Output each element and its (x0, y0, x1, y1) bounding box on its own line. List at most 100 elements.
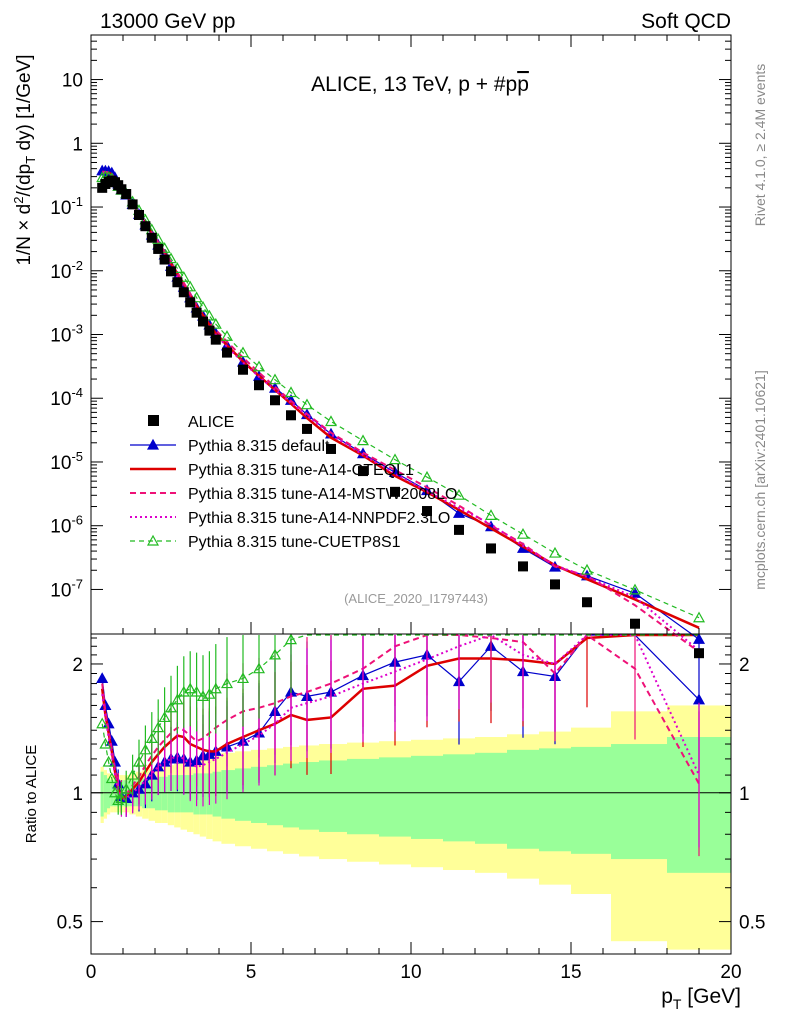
ratio-point (112, 794, 125, 805)
main-point (209, 317, 222, 329)
ratio-y-label: Ratio to ALICE (23, 745, 40, 843)
data-point (121, 189, 132, 200)
ratio-point (115, 792, 128, 804)
legend-label: Pythia 8.315 tune-CUETP8S1 (188, 534, 401, 551)
main-point (184, 280, 197, 292)
band-green (100, 771, 104, 817)
band-green (507, 749, 539, 849)
data-point (486, 543, 496, 554)
band-green (611, 744, 667, 860)
main-line-1 (102, 171, 700, 629)
ratio-tick-label: 2 (72, 655, 83, 676)
x-tick-label: 20 (720, 962, 741, 983)
band-green (212, 771, 222, 817)
band-green (319, 760, 347, 832)
main-point (692, 611, 706, 623)
y-tick-label: 10-7 (50, 576, 83, 601)
band-green (411, 755, 443, 839)
main-point (452, 507, 466, 518)
data-point (172, 277, 183, 288)
data-point (134, 209, 144, 220)
data-point (694, 648, 704, 659)
data-point (254, 380, 264, 391)
data-point (550, 579, 560, 590)
ratio-point (164, 701, 178, 713)
data-point (270, 395, 280, 406)
data-point (127, 199, 138, 210)
main-point (452, 488, 466, 500)
band-green (267, 765, 283, 826)
data-point (153, 243, 164, 254)
legend-label: Pythia 8.315 tune-A14-CTEQL1 (188, 462, 414, 479)
main-point (284, 386, 298, 398)
ratio-point (99, 737, 112, 749)
data-point (191, 307, 202, 318)
legend: ALICE Pythia 8.315 default Pythia 8.315 tu… (130, 414, 457, 551)
band-green (443, 754, 475, 842)
ratio-point (209, 682, 222, 694)
main-point (516, 527, 530, 539)
band-green (161, 776, 168, 811)
ratio-point (120, 782, 133, 794)
ratio-tick-label-right: 2 (739, 655, 750, 676)
data-point (326, 443, 336, 454)
data-point (422, 506, 432, 517)
data-point (185, 297, 196, 308)
ratio-point (96, 672, 109, 684)
legend-marker (146, 438, 160, 450)
band-green (107, 778, 111, 809)
main-point (692, 633, 706, 644)
band-green (299, 762, 319, 830)
ratio-point (139, 743, 152, 755)
main-point (388, 453, 402, 465)
ratio-point (108, 786, 122, 798)
legend-label: ALICE (188, 414, 234, 431)
legend-label: Pythia 8.315 default (188, 438, 330, 455)
data-point (454, 524, 464, 535)
data-point (518, 561, 528, 572)
main-point (300, 398, 314, 410)
ratio-point (268, 648, 282, 660)
ratio-tick-label-right: 1 (739, 784, 750, 805)
main-point (628, 583, 642, 595)
ratio-point (126, 768, 139, 780)
y-tick-label: 1 (72, 134, 83, 155)
data-point (302, 423, 312, 434)
ratio-point (190, 685, 203, 697)
ratio-point (158, 711, 171, 723)
band-green (235, 768, 251, 821)
main-point (420, 470, 434, 482)
x-axis-label: pT [GeV] (661, 985, 741, 1012)
x-tick-label: 15 (560, 962, 581, 983)
main-point (268, 373, 282, 385)
main-point (324, 415, 338, 427)
data-point (390, 486, 400, 497)
band-green (571, 746, 611, 854)
y-tick-label: 10 (62, 71, 83, 92)
data-point (286, 410, 296, 421)
main-line-4 (102, 176, 700, 619)
y-tick-label: 10-5 (50, 449, 83, 474)
band-green (251, 766, 267, 823)
y-tick-label: 10-3 (50, 322, 83, 347)
band-green (221, 770, 235, 819)
ratio-point (236, 672, 250, 684)
legend-marker (146, 534, 160, 546)
y-tick-label: 10-6 (50, 513, 83, 538)
main-point (580, 563, 594, 575)
data-point (238, 364, 248, 375)
main-point (484, 509, 498, 520)
main-curves (96, 164, 706, 653)
ratio-point (171, 693, 184, 705)
ratio-point (96, 717, 109, 729)
band-green (539, 748, 571, 852)
header-left: 13000 GeV pp (100, 10, 235, 33)
ratio-point (220, 677, 234, 689)
x-tick-label: 5 (246, 962, 257, 983)
main-point (220, 330, 234, 341)
main-point (196, 300, 210, 312)
data-point (582, 597, 592, 608)
ratio-point (252, 662, 266, 674)
ratio-point (203, 687, 216, 699)
